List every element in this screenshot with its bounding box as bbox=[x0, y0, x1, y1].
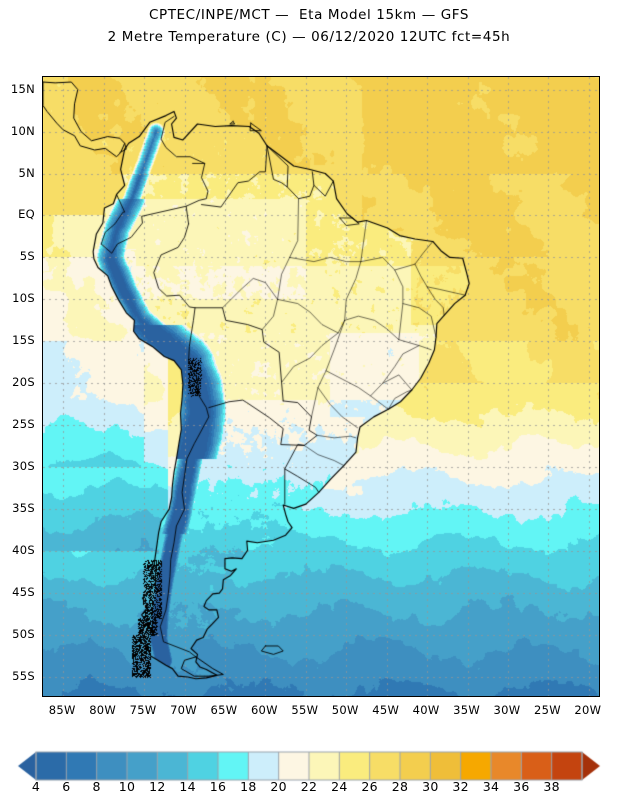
lat-tick-10N: 10N bbox=[11, 124, 40, 138]
title-line-variable: 2 Metre Temperature (C) — 06/12/2020 12U… bbox=[0, 26, 618, 48]
chart-title-block: CPTEC/INPE/MCT — Eta Model 15km — GFS 2 … bbox=[0, 4, 618, 48]
lat-tick-30S: 30S bbox=[12, 459, 40, 473]
lat-tick-40S: 40S bbox=[12, 543, 40, 557]
colorbar-label-10: 10 bbox=[119, 779, 136, 794]
colorbar-label-22: 22 bbox=[301, 779, 318, 794]
colorbar-label-26: 26 bbox=[361, 779, 378, 794]
lon-tick-30W: 30W bbox=[494, 703, 521, 717]
forecast-map-page: CPTEC/INPE/MCT — Eta Model 15km — GFS 2 … bbox=[0, 0, 618, 800]
lon-tick-75W: 75W bbox=[130, 703, 157, 717]
colorbar-label-24: 24 bbox=[331, 779, 348, 794]
lon-tick-70W: 70W bbox=[170, 703, 197, 717]
colorbar-label-16: 16 bbox=[210, 779, 227, 794]
lat-tick-5S: 5S bbox=[20, 249, 40, 263]
colorbar-label-34: 34 bbox=[483, 779, 500, 794]
colorbar[interactable]: 4 6 8 10 12 14 16 18 20 22 24 26 28 30 32 34 36 38 bbox=[0, 748, 618, 800]
lon-tick-65W: 65W bbox=[211, 703, 238, 717]
colorbar-label-36: 36 bbox=[513, 779, 530, 794]
lat-tick-15N: 15N bbox=[11, 82, 40, 96]
lon-tick-50W: 50W bbox=[332, 703, 359, 717]
lon-tick-35W: 35W bbox=[453, 703, 480, 717]
colorbar-label-30: 30 bbox=[422, 779, 439, 794]
lat-tick-20S: 20S bbox=[12, 375, 40, 389]
lon-tick-25W: 25W bbox=[534, 703, 561, 717]
temperature-field-canvas bbox=[43, 77, 600, 697]
lat-tick-EQ: EQ bbox=[18, 207, 40, 221]
lon-tick-85W: 85W bbox=[49, 703, 76, 717]
map-plot-area[interactable] bbox=[42, 76, 600, 697]
colorbar-label-18: 18 bbox=[240, 779, 257, 794]
title-line-model: CPTEC/INPE/MCT — Eta Model 15km — GFS bbox=[0, 4, 618, 26]
colorbar-label-8: 8 bbox=[93, 779, 101, 794]
lon-tick-40W: 40W bbox=[413, 703, 440, 717]
lon-tick-80W: 80W bbox=[89, 703, 116, 717]
colorbar-label-38: 38 bbox=[543, 779, 560, 794]
lat-tick-25S: 25S bbox=[12, 417, 40, 431]
lat-tick-35S: 35S bbox=[12, 501, 40, 515]
colorbar-label-20: 20 bbox=[270, 779, 287, 794]
lat-tick-5N: 5N bbox=[18, 166, 40, 180]
colorbar-label-28: 28 bbox=[392, 779, 409, 794]
lat-tick-45S: 45S bbox=[12, 585, 40, 599]
lon-tick-60W: 60W bbox=[251, 703, 278, 717]
lat-tick-50S: 50S bbox=[12, 627, 40, 641]
colorbar-label-32: 32 bbox=[452, 779, 469, 794]
colorbar-label-6: 6 bbox=[62, 779, 70, 794]
colorbar-label-14: 14 bbox=[179, 779, 196, 794]
lon-tick-20W: 20W bbox=[574, 703, 601, 717]
colorbar-label-12: 12 bbox=[149, 779, 166, 794]
colorbar-label-4: 4 bbox=[32, 779, 40, 794]
lon-tick-45W: 45W bbox=[372, 703, 399, 717]
lon-tick-55W: 55W bbox=[291, 703, 318, 717]
lat-tick-15S: 15S bbox=[12, 333, 40, 347]
lat-tick-10S: 10S bbox=[12, 291, 40, 305]
lat-tick-55S: 55S bbox=[12, 669, 40, 683]
